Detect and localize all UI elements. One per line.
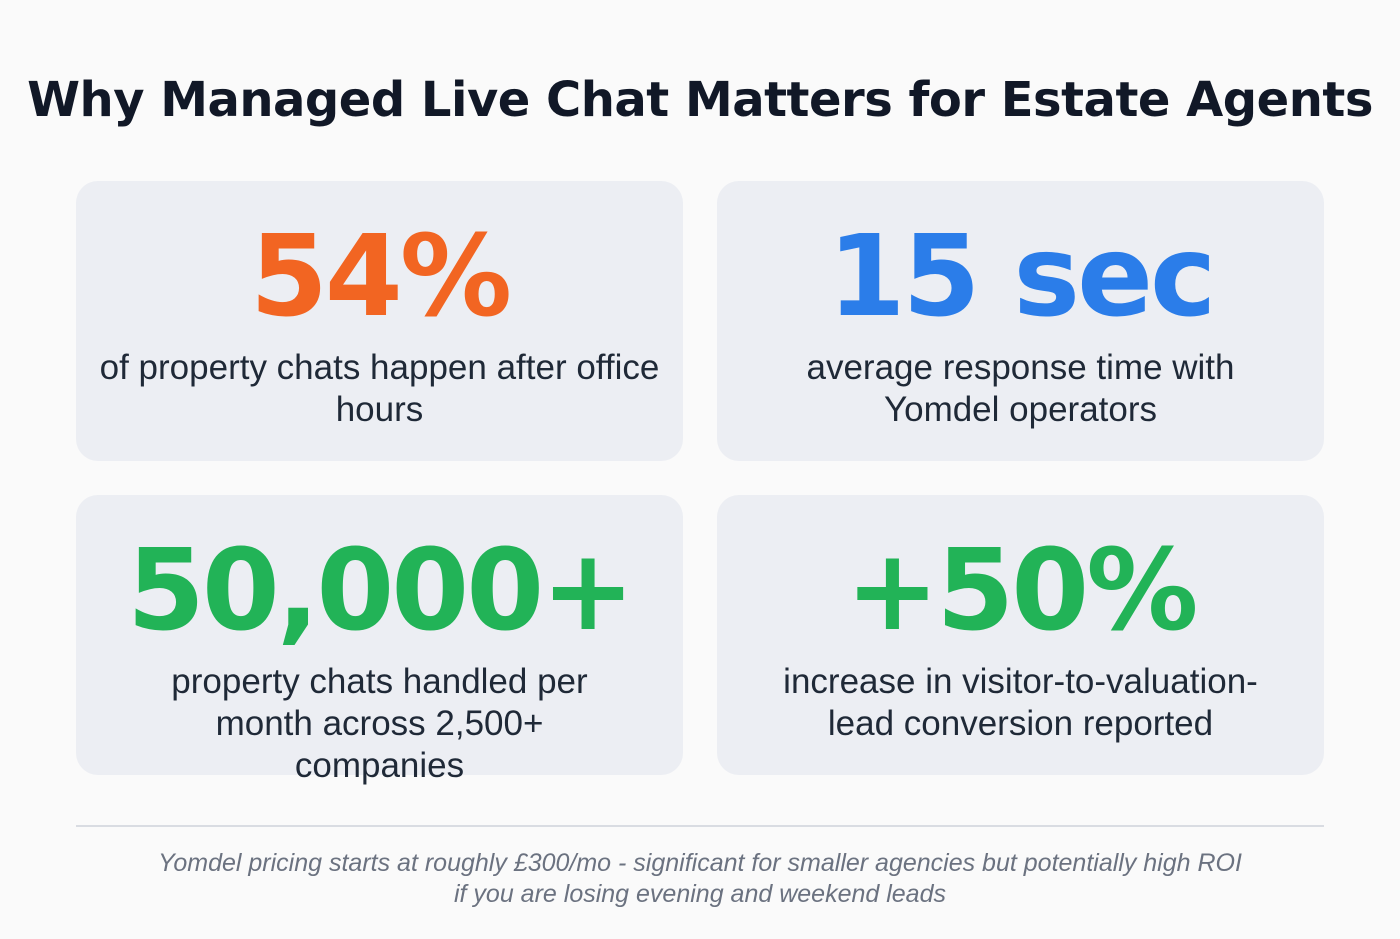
stat-card-conversion: +50% increase in visitor-to-valuation-le… xyxy=(717,495,1324,775)
stat-value: 50,000+ xyxy=(126,526,635,656)
stat-description: property chats handled per month across … xyxy=(171,662,588,785)
stat-card-after-hours: 54% of property chats happen after offic… xyxy=(76,181,683,461)
stat-card-response-time: 15 sec average response time with Yomdel… xyxy=(717,181,1324,461)
stat-value: 54% xyxy=(249,212,512,342)
footer-note: Yomdel pricing starts at roughly £300/mo… xyxy=(158,849,1242,908)
page-title: Why Managed Live Chat Matters for Estate… xyxy=(27,72,1373,128)
stat-description: average response time with Yomdel operat… xyxy=(806,348,1235,429)
stat-description: of property chats happen after office ho… xyxy=(99,348,660,429)
divider xyxy=(76,825,1324,827)
stat-card-chats-handled: 50,000+ property chats handled per month… xyxy=(76,495,683,785)
stat-value: 15 sec xyxy=(827,212,1217,342)
stat-description: increase in visitor-to-valuation-lead co… xyxy=(783,662,1258,743)
stat-value: +50% xyxy=(845,526,1199,656)
